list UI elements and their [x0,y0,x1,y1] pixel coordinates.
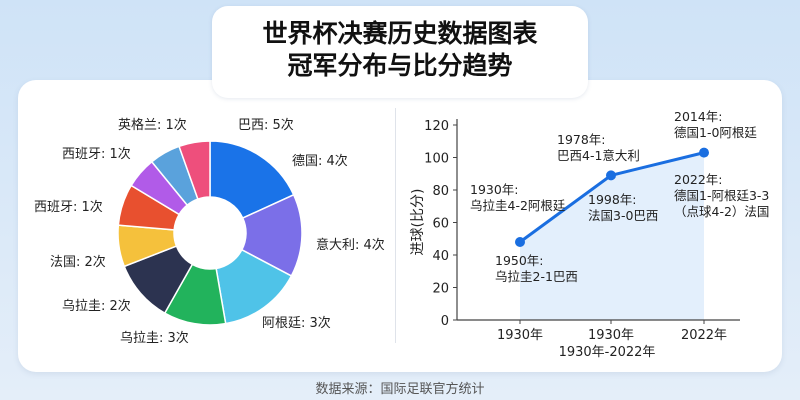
data-source: 数据来源：国际足联官方统计 [315,382,485,397]
slice-label: 英格兰: 1次 [118,117,187,133]
y-tick-label: 100 [424,152,449,167]
slice-label: 阿根廷: 3次 [262,315,331,331]
y-tick-label: 20 [432,282,449,297]
slice-label: 乌拉圭: 2次 [62,298,131,314]
slice-label: 西班牙: 1次 [62,146,131,162]
y-tick-label: 120 [424,119,449,134]
point-annotation: （点球4-2）法国 [674,204,769,219]
slice-label: 意大利: 4次 [316,237,385,253]
point-annotation: 2022年: [674,172,723,187]
pie-slice [209,140,295,220]
x-tick-label: 1930年 [588,328,634,343]
point-annotation: 1978年: [557,132,606,147]
data-point [515,237,525,247]
slice-label: 乌拉圭: 3次 [120,330,189,346]
point-annotation: 法国3-0巴西 [588,208,658,223]
point-annotation: 乌拉圭4-2阿根廷 [470,198,566,213]
data-point [699,147,709,158]
slice-label: 巴西: 5次 [238,117,294,133]
point-annotation: 2014年: [674,109,723,124]
point-annotation: 乌拉圭2-1巴西 [495,269,578,284]
point-annotation: 巴西4-1意大利 [557,148,640,163]
y-tick-label: 0 [441,314,449,329]
y-tick-label: 60 [432,217,449,232]
title-box: 世界杯决赛历史数据图表 冠军分布与比分趋势 [212,6,588,98]
point-annotation: 1998年: [588,192,637,207]
data-point [606,170,616,181]
point-annotation: 德国1-阿根廷3-3 [674,188,769,203]
pie-slice [178,140,211,201]
y-axis-label: 进球(比分) [410,189,426,256]
chart-subtitle: 冠军分布与比分趋势 [287,51,513,80]
slice-label: 法国: 2次 [50,254,106,270]
y-tick-label: 80 [432,184,449,199]
line-area [520,152,704,320]
point-annotation: 德国1-0阿根廷 [674,125,757,140]
x-tick-label: 1930年 [497,328,543,343]
chart-title: 世界杯决赛历史数据图表 [262,19,538,48]
x-axis-label: 1930年-2022年 [559,345,656,360]
line-chart: 0 20 40 60 80 100 120 1930年 1930年 2022年 1930年-2022… [410,109,769,360]
point-annotation: 1930年: [470,182,519,197]
y-tick-label: 40 [432,249,449,264]
slice-label: 西班牙: 1次 [34,199,103,215]
slice-label: 德国: 4次 [292,153,348,169]
point-annotation: 1950年: [495,253,544,268]
panel-divider [395,108,396,343]
x-tick-label: 2022年 [681,328,727,343]
